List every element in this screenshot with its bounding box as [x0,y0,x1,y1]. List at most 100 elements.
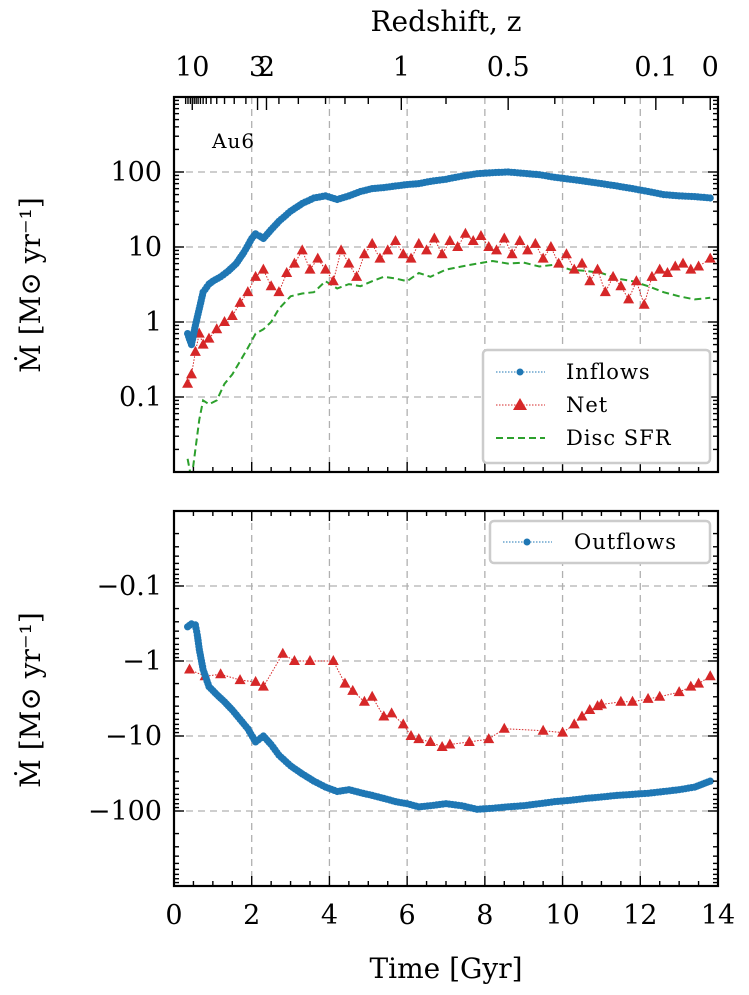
data-point [234,674,246,685]
data-point [436,248,448,259]
data-point [673,686,685,697]
data-point [366,237,378,248]
data-point [638,298,650,309]
bottom-legend: Outflows [488,519,712,565]
legend-net-label: Net [566,393,608,417]
data-point [444,235,456,246]
data-point [592,263,604,274]
data-point [704,670,716,681]
data-point [630,275,642,286]
data-point [467,235,479,246]
data-point [627,695,639,706]
data-point [378,710,390,721]
x-tick-label: 4 [321,900,338,931]
data-point [343,257,355,268]
data-point [358,248,370,259]
data-point [382,244,394,255]
data-point [491,244,503,255]
x-tick-label: 10 [545,900,579,931]
legend-outflows-marker [523,538,531,546]
data-point [421,244,433,255]
redshift-tick-label: 10 [175,52,209,83]
y-tick-label: −0.1 [96,571,162,602]
data-point [304,655,316,665]
legend-inflows-label: Inflows [566,360,651,384]
bottom-panel-series [184,620,716,813]
data-point [277,647,289,658]
redshift-tick-label: 0 [702,52,719,83]
x-tick-label: 0 [165,900,182,931]
data-point [568,718,580,729]
data-point [529,237,541,248]
y-tick-label: −1 [122,646,162,677]
data-point [211,323,223,334]
data-point [642,692,654,703]
bottom-panel-frame [172,509,720,888]
data-point [197,338,209,349]
data-point [413,733,425,744]
data-point [623,293,635,304]
series-net [182,227,716,388]
legend-outflows-label: Outflows [574,530,677,554]
data-point [599,286,611,297]
data-point [444,738,456,749]
data-point [288,257,300,268]
x-tick-label: 12 [623,900,657,931]
redshift-tick-label: 2 [258,52,275,83]
data-point [296,244,308,255]
data-point [677,257,689,268]
data-point [706,194,714,202]
data-point [215,668,227,679]
data-point [366,690,378,701]
data-point [595,698,607,709]
y-tick-label: −10 [105,721,162,752]
data-point [553,257,565,268]
data-point [226,310,238,321]
data-point [257,263,269,274]
x-tick-label: 6 [399,900,416,931]
data-point [483,733,495,744]
data-point [413,237,425,248]
data-point [537,252,549,263]
data-point [475,230,487,241]
bottom-y-axis-label: Ṁ [M⊙ yr⁻¹] [14,612,47,788]
data-point [498,722,510,733]
series-line [187,171,711,347]
data-point [250,675,262,686]
data-point [706,777,714,785]
series-net-outflows- [184,647,716,751]
data-point [327,275,339,286]
x-tick-labels: 0 2 4 6 8 10 12 14 [165,900,735,931]
data-point [405,730,417,740]
data-point [273,286,285,297]
data-point [265,280,277,291]
data-point [654,690,666,701]
data-point [242,286,254,297]
data-point [646,270,658,281]
legend-sfr-label: Disc SFR [566,426,672,450]
top-panel: 0.1 1 10 100 Au6 Inflows Net Disc SFR [110,95,720,474]
y-tick-label: 100 [110,157,162,188]
data-point [257,680,269,691]
data-point [483,241,495,251]
data-point [463,735,475,746]
data-point [685,680,697,691]
series-outflows [184,620,714,813]
redshift-tick-label: 1 [393,52,410,83]
y-tick-label: 10 [128,232,162,263]
x-tick-label: 2 [243,900,260,931]
redshift-tick-label: 0.5 [487,52,530,83]
bottom-panel: −0.1 −1 −10 −100 Outflows [88,509,720,888]
data-point [335,244,347,255]
top-panel-series [182,168,716,472]
data-point [374,252,386,263]
data-point [339,677,351,688]
legend-net-marker [513,398,527,410]
data-point [389,235,401,246]
y-tick-label: 1 [145,307,162,338]
redshift-tick-labels: 10 32 1 0.5 0.1 0 [175,52,719,110]
panel-annotation: Au6 [211,129,255,153]
redshift-tick-label: 0.1 [634,52,677,83]
data-point [234,296,246,307]
data-point [185,368,197,379]
